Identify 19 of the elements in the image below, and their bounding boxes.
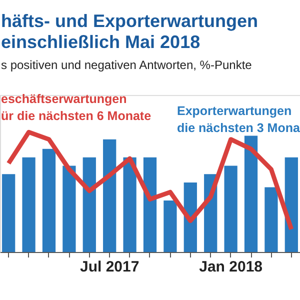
- bar: [224, 166, 238, 252]
- chart-subtitle: s positiven und negativen Antworten, %-Punkte: [1, 58, 252, 72]
- bar: [62, 166, 76, 252]
- bar: [123, 157, 136, 252]
- bar: [82, 157, 96, 252]
- text: eschäftserwartungen ür die nächsten 6 Monate: [1, 92, 152, 123]
- bar: [2, 174, 16, 252]
- bar: [22, 157, 36, 252]
- bar: [164, 200, 177, 252]
- bar: [244, 136, 258, 252]
- bar: [103, 139, 116, 252]
- bar: [42, 148, 56, 252]
- chart-title: häfts- und Exporterwartungen einschließlich Mai 2018: [1, 11, 258, 52]
- x-tick-label: Jan 2018: [199, 258, 263, 276]
- series-label: Exporterwartungen die nächsten 3 Mona: [177, 104, 300, 135]
- bar: [264, 187, 278, 252]
- x-tick-label: Jul 2017: [80, 258, 140, 276]
- bar: [143, 157, 157, 252]
- bar: [284, 157, 298, 252]
